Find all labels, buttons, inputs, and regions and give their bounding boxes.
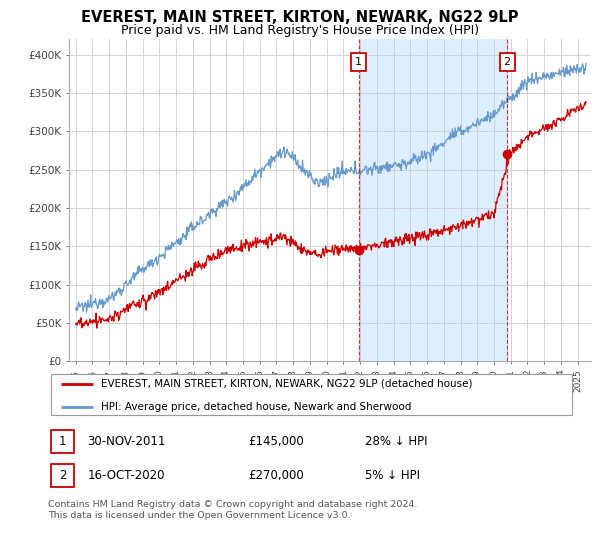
Text: EVEREST, MAIN STREET, KIRTON, NEWARK, NG22 9LP (detached house): EVEREST, MAIN STREET, KIRTON, NEWARK, NG… — [101, 379, 472, 389]
Text: 2: 2 — [503, 57, 511, 67]
Text: Contains HM Land Registry data © Crown copyright and database right 2024.
This d: Contains HM Land Registry data © Crown c… — [48, 500, 418, 520]
Text: 28% ↓ HPI: 28% ↓ HPI — [365, 435, 427, 448]
Text: 2: 2 — [59, 469, 67, 482]
Text: 1: 1 — [355, 57, 362, 67]
Text: 30-NOV-2011: 30-NOV-2011 — [88, 435, 166, 448]
Text: EVEREST, MAIN STREET, KIRTON, NEWARK, NG22 9LP: EVEREST, MAIN STREET, KIRTON, NEWARK, NG… — [81, 10, 519, 25]
Text: 1: 1 — [59, 435, 67, 448]
Bar — [359, 39, 507, 361]
FancyBboxPatch shape — [51, 464, 74, 487]
Text: 16-OCT-2020: 16-OCT-2020 — [88, 469, 165, 482]
FancyBboxPatch shape — [51, 430, 74, 453]
Text: 5% ↓ HPI: 5% ↓ HPI — [365, 469, 420, 482]
FancyBboxPatch shape — [50, 374, 572, 415]
Text: HPI: Average price, detached house, Newark and Sherwood: HPI: Average price, detached house, Newa… — [101, 402, 411, 412]
Text: Price paid vs. HM Land Registry's House Price Index (HPI): Price paid vs. HM Land Registry's House … — [121, 24, 479, 36]
Text: £270,000: £270,000 — [248, 469, 304, 482]
Text: £145,000: £145,000 — [248, 435, 304, 448]
